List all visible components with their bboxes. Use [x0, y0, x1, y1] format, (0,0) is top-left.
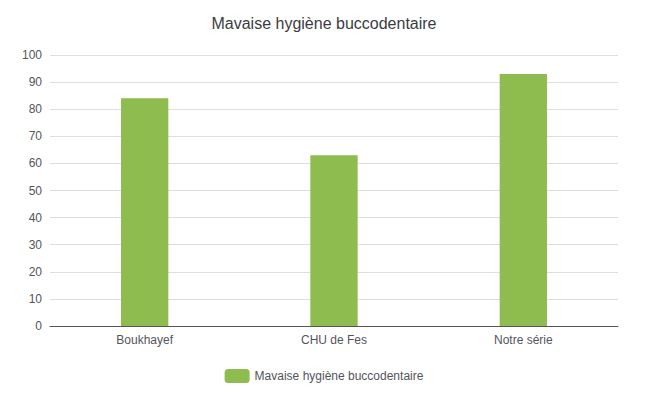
svg-text:40: 40	[29, 211, 43, 225]
svg-text:30: 30	[29, 238, 43, 252]
svg-text:20: 20	[29, 265, 43, 279]
svg-text:0: 0	[35, 319, 42, 333]
svg-text:Mavaise hygiène buccodentaire: Mavaise hygiène buccodentaire	[255, 369, 424, 383]
svg-text:CHU de Fes: CHU de Fes	[301, 333, 367, 347]
svg-text:80: 80	[29, 102, 43, 116]
svg-text:10: 10	[29, 292, 43, 306]
svg-text:50: 50	[29, 184, 43, 198]
svg-text:90: 90	[29, 75, 43, 89]
svg-text:60: 60	[29, 156, 43, 170]
svg-text:Boukhayef: Boukhayef	[116, 333, 173, 347]
svg-text:Mavaise hygiène buccodentaire: Mavaise hygiène buccodentaire	[211, 15, 436, 32]
svg-text:Notre série: Notre série	[494, 333, 553, 347]
svg-text:70: 70	[29, 129, 43, 143]
svg-text:100: 100	[22, 48, 42, 62]
